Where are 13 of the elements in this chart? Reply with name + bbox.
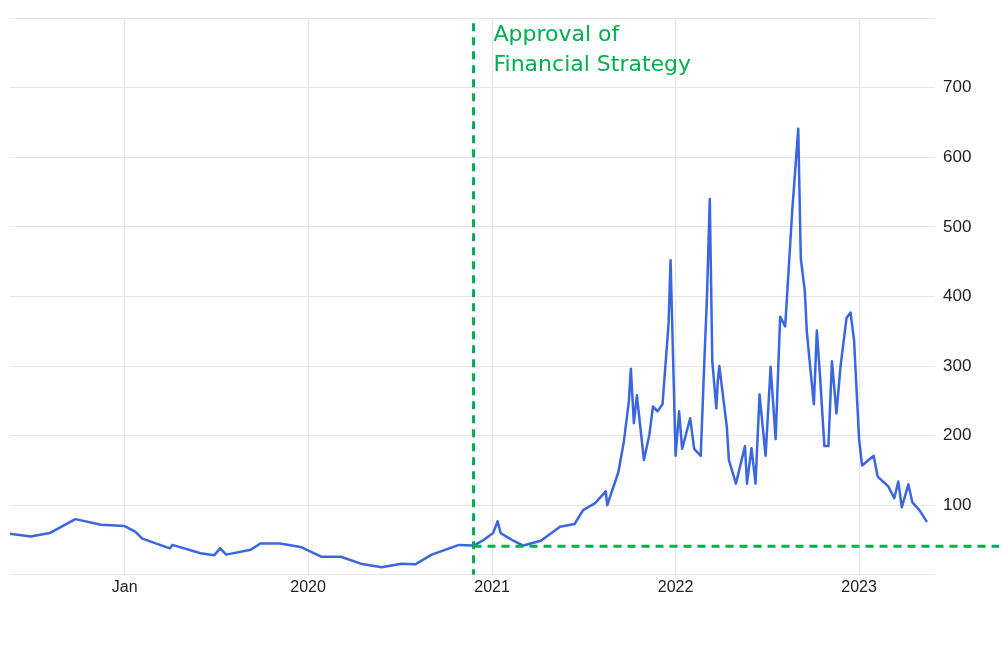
y-tick-label: 300	[943, 355, 972, 375]
y-tick-label: 700	[943, 77, 972, 97]
x-tick-label: 2020	[290, 577, 327, 595]
x-tick-label: 2021	[474, 577, 510, 595]
y-tick-label: 200	[943, 425, 972, 445]
y-tick-label: 500	[943, 216, 972, 236]
ref-line-label: Approval of Financial Strategy	[493, 20, 692, 76]
x-tick-label: Jan	[111, 577, 138, 595]
y-tick-label: 400	[943, 286, 972, 306]
y-tick-label: 100	[943, 494, 972, 514]
x-tick-label: 2022	[657, 577, 694, 595]
x-tick-label: 2023	[841, 577, 877, 595]
y-tick-label: 600	[943, 147, 972, 167]
